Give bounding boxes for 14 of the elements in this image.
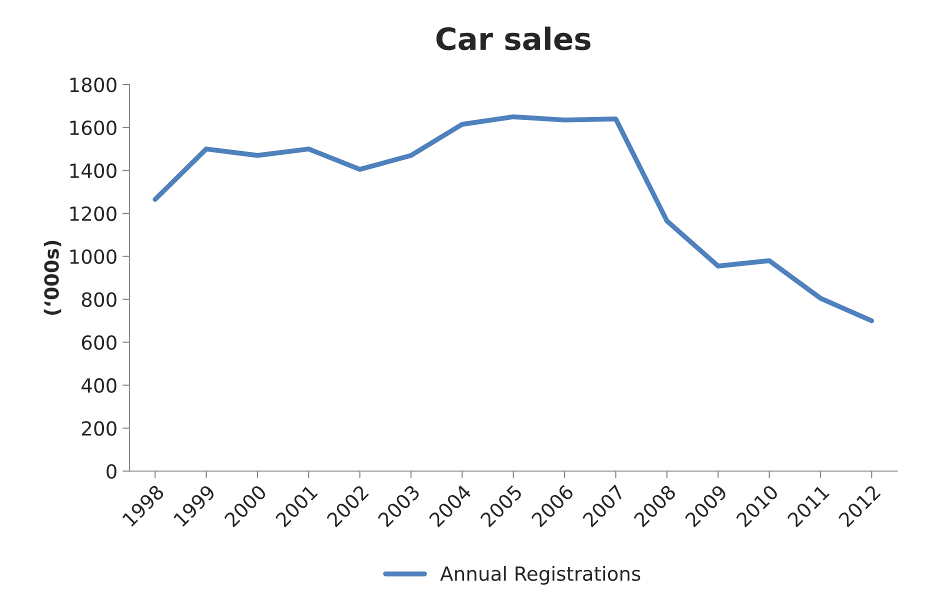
y-tick-label: 1000 [70,249,116,264]
y-axis-title: (‘000s) [44,240,62,315]
y-tick-label: 400 [82,378,116,393]
y-tick-label: 0 [106,464,116,479]
line-series [152,114,874,324]
chart-title: Car sales [436,26,590,50]
y-tick-label: 1400 [70,163,116,178]
y-tick-label: 800 [82,292,116,307]
y-tick-label: 1600 [70,120,116,136]
legend-label: Annual Registrations [440,566,640,585]
y-tick-label: 1800 [70,78,116,92]
y-tick-label: 1200 [70,206,116,222]
y-tick-label: 200 [82,421,116,436]
y-tick-label: 600 [82,335,116,350]
